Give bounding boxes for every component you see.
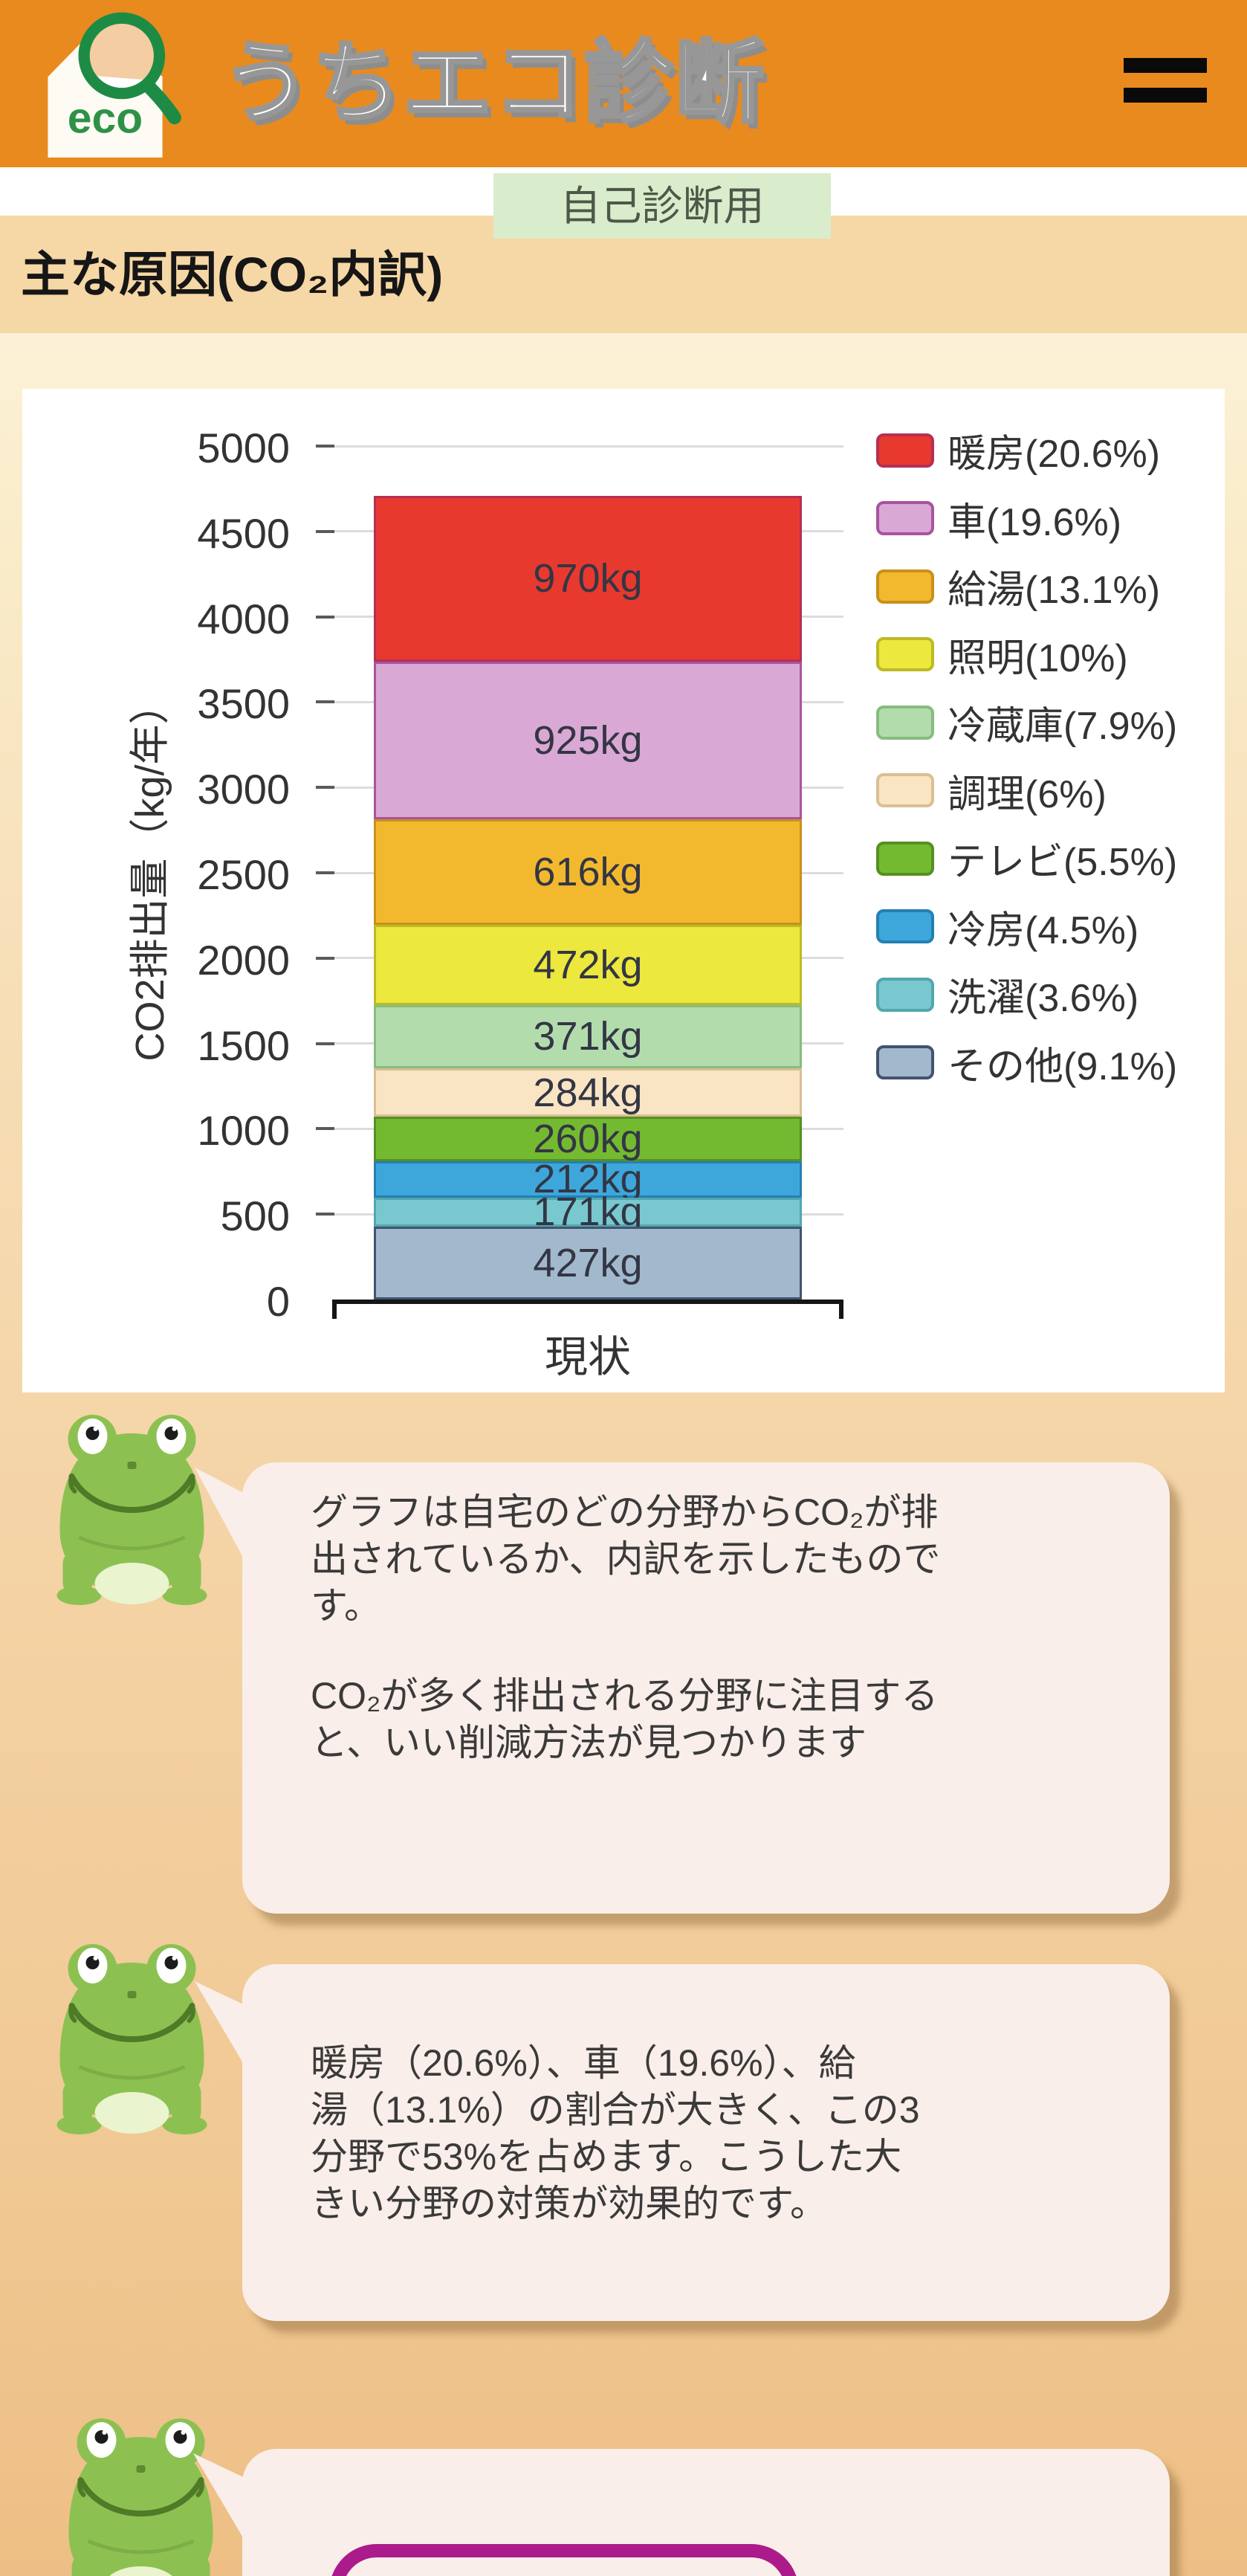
bar-segment-label: 260kg	[533, 1117, 643, 1162]
legend-item-暖房[interactable]: 暖房(20.6%)	[876, 416, 1177, 485]
logo-eco-text: eco	[68, 94, 143, 142]
legend-marker	[876, 433, 934, 468]
gridline	[332, 445, 843, 448]
y-axis-tick	[316, 786, 334, 790]
bar-segment-テレビ: 260kg	[374, 1117, 802, 1161]
self-diagnosis-badge: 自己診断用	[493, 173, 831, 239]
app-logo-icon[interactable]: eco	[25, 3, 185, 163]
y-axis-tick-label: 0	[266, 1278, 290, 1325]
legend-marker	[876, 773, 934, 808]
bar-segment-その他: 427kg	[374, 1226, 802, 1300]
legend-marker	[876, 977, 934, 1012]
legend-marker	[876, 909, 934, 944]
bar-segment-車: 925kg	[374, 661, 802, 820]
legend-label: 調理(6%)	[948, 772, 1107, 816]
bar-segment-label: 284kg	[533, 1070, 643, 1115]
bar-segment-label: 472kg	[533, 942, 643, 987]
bar-segment-冷蔵庫: 371kg	[374, 1004, 802, 1069]
app-title: うちエコ診断	[220, 32, 765, 135]
co2-breakdown-chart: CO2排出量（kg/年） 0 500 1000 1500 2000 2500 3000 350…	[22, 389, 1225, 1392]
y-axis-tick-label: 5000	[197, 425, 290, 471]
y-axis-tick-label: 1000	[197, 1107, 290, 1155]
frog-mascot	[68, 2418, 213, 2576]
bar-segment-label: 212kg	[533, 1157, 643, 1202]
legend-item-調理[interactable]: 調理(6%)	[876, 757, 1177, 825]
y-axis-tick	[316, 871, 334, 874]
y-axis-tick-label: 3500	[197, 680, 290, 728]
y-axis-tick-label: 3000	[197, 766, 290, 813]
bubble-paragraph: CO₂が多く排出される分野に注目する と、いい削減方法が見つかります	[311, 1675, 939, 1763]
legend-item-給湯[interactable]: 給湯(13.1%)	[876, 552, 1177, 621]
y-axis-tick	[316, 1127, 334, 1131]
bubble-paragraph: 暖房（20.6%）、車（19.6%）、給 湯（13.1%）の割合が大きく、この3…	[311, 2042, 920, 2224]
legend-label: 車(19.6%)	[948, 500, 1122, 544]
legend-item-洗濯[interactable]: 洗濯(3.6%)	[876, 961, 1177, 1029]
bar-segment-label: 970kg	[533, 556, 643, 601]
speech-bubble: グラフは自宅のどの分野からCO₂が排 出されているか、内訳を示したもので す。 …	[242, 1462, 1170, 1914]
legend-item-その他[interactable]: その他(9.1%)	[876, 1029, 1177, 1097]
page-title: 主な原因(CO₂内訳)	[21, 247, 444, 302]
bar-segment-label: 371kg	[533, 1014, 643, 1059]
legend-marker	[876, 637, 934, 672]
y-axis-tick	[316, 445, 334, 448]
legend-item-テレビ[interactable]: テレビ(5.5%)	[876, 824, 1177, 893]
bar-segment-label: 427kg	[533, 1240, 643, 1285]
legend-label: 暖房(20.6%)	[948, 433, 1161, 477]
bar-segment-label: 925kg	[533, 717, 643, 763]
legend-marker	[876, 1045, 934, 1080]
y-axis-tick-label: 4000	[197, 595, 290, 642]
legend-label: 照明(10%)	[948, 636, 1128, 680]
stacked-bar: 970kg 925kg 616kg 472kg 371kg 284kg 260kg 212kg…	[374, 496, 802, 1300]
legend-marker	[876, 501, 934, 536]
x-axis-line	[332, 1300, 843, 1319]
y-axis-tick-label: 500	[220, 1192, 290, 1240]
legend-label: 冷蔵庫(7.9%)	[948, 705, 1178, 749]
y-axis-tick	[316, 956, 334, 960]
y-axis-tick-label: 2500	[197, 851, 290, 898]
cta-button-partial[interactable]	[329, 2544, 799, 2576]
legend-label: 洗濯(3.6%)	[948, 977, 1139, 1021]
bar-segment-給湯: 616kg	[374, 819, 802, 925]
legend-label: 給湯(13.1%)	[948, 569, 1161, 613]
bar-segment-洗濯: 171kg	[374, 1189, 802, 1234]
legend-marker	[876, 841, 934, 876]
menu-button[interactable]	[1124, 58, 1207, 107]
y-axis-tick	[316, 700, 334, 704]
legend-marker	[876, 705, 934, 740]
bar-segment-label: 616kg	[533, 849, 643, 894]
y-axis-tick-label: 1500	[197, 1021, 290, 1069]
bar-segment-調理: 284kg	[374, 1068, 802, 1117]
y-axis-tick-label: 4500	[197, 509, 290, 557]
y-axis-tick	[316, 1042, 334, 1045]
bar-segment-暖房: 970kg	[374, 496, 802, 662]
legend-label: 冷房(4.5%)	[948, 908, 1139, 952]
frog-mascot	[56, 1944, 207, 2134]
frog-mascot	[56, 1415, 207, 1605]
y-axis-tick	[316, 1213, 334, 1216]
x-axis-category: 現状	[544, 1333, 631, 1381]
speech-bubble: 暖房（20.6%）、車（19.6%）、給 湯（13.1%）の割合が大きく、この3…	[242, 1964, 1170, 2321]
y-axis-tick-label: 2000	[197, 936, 290, 984]
y-axis-tick	[316, 529, 334, 533]
chart-legend: 暖房(20.6%) 車(19.6%) 給湯(13.1%) 照明(10%) 冷蔵庫(7.9…	[876, 416, 1177, 1097]
legend-label: テレビ(5.5%)	[948, 841, 1178, 885]
bubble-paragraph: グラフは自宅のどの分野からCO₂が排 出されているか、内訳を示したもので す。	[311, 1491, 941, 1627]
legend-item-冷房[interactable]: 冷房(4.5%)	[876, 893, 1177, 961]
legend-marker	[876, 569, 934, 604]
app-header: eco うちエコ診断	[0, 0, 1247, 167]
legend-label: その他(9.1%)	[948, 1045, 1178, 1088]
bar-segment-照明: 472kg	[374, 924, 802, 1005]
bar-segment-冷房: 212kg	[374, 1157, 802, 1201]
legend-item-冷蔵庫[interactable]: 冷蔵庫(7.9%)	[876, 688, 1177, 757]
legend-item-車[interactable]: 車(19.6%)	[876, 485, 1177, 553]
menu-bar	[1124, 58, 1207, 73]
menu-bar	[1124, 88, 1207, 103]
y-axis-tick	[316, 615, 334, 619]
legend-item-照明[interactable]: 照明(10%)	[876, 621, 1177, 689]
